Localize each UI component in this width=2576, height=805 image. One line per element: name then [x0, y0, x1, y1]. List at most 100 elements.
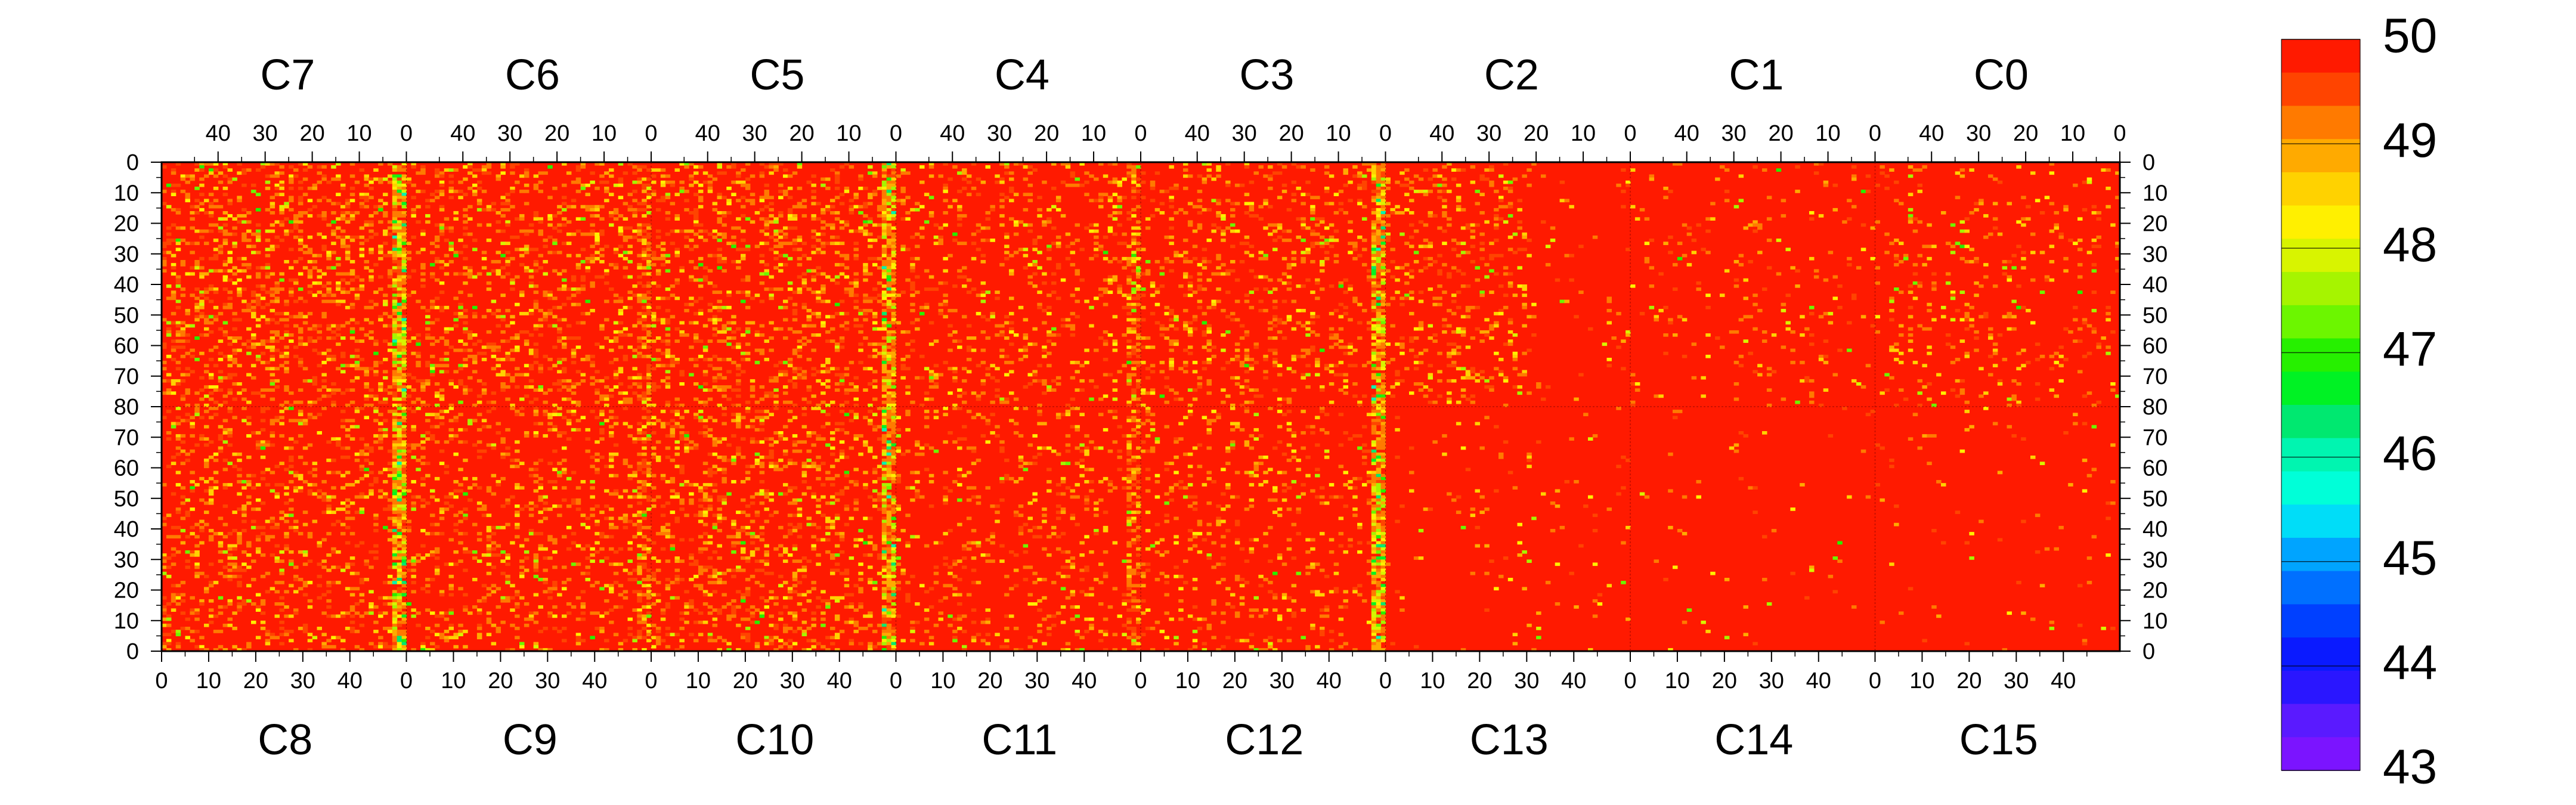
- heatmap-cell: [472, 183, 478, 187]
- heatmap-cell: [891, 330, 897, 334]
- heatmap-cell: [246, 373, 252, 377]
- heatmap-cell: [886, 199, 892, 203]
- heatmap-cell: [655, 168, 661, 172]
- heatmap-cell: [284, 299, 289, 304]
- heatmap-cell: [289, 229, 294, 233]
- heatmap-cell: [1371, 180, 1377, 184]
- heatmap-cell: [1376, 272, 1382, 276]
- heatmap-cell: [496, 260, 501, 264]
- heatmap-cell: [1112, 315, 1118, 318]
- heatmap-cell: [1329, 327, 1335, 331]
- heatmap-cell: [251, 342, 256, 346]
- heatmap-cell: [1291, 299, 1297, 304]
- heatmap-cell: [900, 168, 906, 172]
- heatmap-cell: [886, 180, 892, 184]
- heatmap-cell: [401, 321, 407, 325]
- heatmap-cell: [1413, 327, 1419, 331]
- heatmap-cell: [787, 256, 793, 261]
- heatmap-cell: [1376, 202, 1382, 206]
- heatmap-cell: [519, 330, 525, 334]
- heatmap-cell: [284, 324, 289, 328]
- heatmap-cell: [298, 312, 304, 315]
- heatmap-cell: [397, 324, 402, 328]
- heatmap-cell: [1103, 278, 1109, 282]
- heatmap-cell: [811, 312, 816, 315]
- heatmap-cell: [797, 330, 803, 334]
- heatmap-cell: [232, 217, 237, 221]
- heatmap-cell: [1131, 263, 1137, 267]
- heatmap-cell: [881, 382, 887, 386]
- heatmap-cell: [401, 236, 407, 239]
- heatmap-cell: [1075, 370, 1080, 374]
- heatmap-cell: [1277, 330, 1283, 334]
- heatmap-cell: [886, 232, 892, 236]
- heatmap-cell: [401, 327, 407, 331]
- heatmap-cell: [401, 330, 407, 334]
- heatmap-cell: [1131, 187, 1137, 190]
- heatmap-cell: [401, 367, 407, 371]
- heatmap-cell: [222, 269, 228, 273]
- heatmap-cell: [891, 333, 897, 337]
- heatmap-cell: [232, 281, 237, 285]
- heatmap-cell: [298, 364, 304, 367]
- heatmap-cell: [599, 229, 605, 233]
- heatmap-cell: [425, 315, 431, 318]
- heatmap-cell: [1159, 324, 1165, 328]
- heatmap-cell: [698, 229, 704, 233]
- heatmap-cell: [717, 193, 722, 196]
- heatmap-cell: [1136, 266, 1141, 270]
- heatmap-cell: [971, 187, 977, 190]
- heatmap-cell: [980, 299, 986, 304]
- heatmap-cell: [1376, 333, 1382, 337]
- heatmap-cell: [886, 217, 892, 221]
- heatmap-cell: [1131, 309, 1137, 312]
- heatmap-cell: [1174, 183, 1179, 187]
- heatmap-cell: [538, 266, 543, 270]
- heatmap-cell: [613, 208, 619, 212]
- heatmap-cell: [505, 223, 510, 227]
- heatmap-cell: [392, 339, 398, 343]
- heatmap-cell: [858, 177, 863, 181]
- heatmap-cell: [434, 278, 440, 282]
- heatmap-cell: [1329, 382, 1335, 386]
- heatmap-cell: [1150, 199, 1156, 203]
- heatmap-cell: [1136, 269, 1141, 273]
- heatmap-cell: [792, 318, 798, 322]
- heatmap-cell: [613, 211, 619, 215]
- heatmap-cell: [1385, 214, 1391, 218]
- heatmap-cell: [665, 382, 671, 386]
- heatmap-cell: [745, 358, 751, 361]
- heatmap-cell: [265, 239, 271, 242]
- heatmap-cell: [448, 403, 454, 407]
- heatmap-cell: [1027, 171, 1033, 175]
- heatmap-cell: [204, 394, 209, 398]
- heatmap-cell: [1380, 211, 1386, 215]
- heatmap-cell: [773, 364, 779, 367]
- heatmap-cell: [1333, 336, 1339, 340]
- heatmap-cell: [849, 281, 854, 285]
- heatmap-cell: [769, 376, 774, 380]
- heatmap-cell: [759, 253, 765, 258]
- heatmap-cell: [392, 312, 398, 315]
- heatmap-cell: [1380, 196, 1386, 200]
- heatmap-cell: [595, 275, 600, 279]
- heatmap-cell: [265, 272, 271, 276]
- heatmap-cell: [340, 336, 346, 340]
- heatmap-cell: [933, 382, 939, 386]
- heatmap-cell: [326, 354, 332, 358]
- heatmap-cell: [693, 278, 699, 282]
- heatmap-cell: [816, 266, 821, 270]
- heatmap-cell: [1094, 229, 1099, 233]
- heatmap-cell: [166, 296, 172, 301]
- heatmap-cell: [547, 296, 553, 301]
- heatmap-cell: [1432, 183, 1438, 187]
- heatmap-cell: [858, 309, 863, 312]
- heatmap-cell: [246, 327, 252, 331]
- heatmap-cell: [1183, 239, 1188, 242]
- heatmap-cell: [853, 403, 859, 407]
- heatmap-cell: [1221, 229, 1226, 233]
- heatmap-cell: [171, 171, 177, 175]
- heatmap-cell: [1192, 327, 1198, 331]
- heatmap-cell: [1027, 229, 1033, 233]
- heatmap-cell: [863, 229, 868, 233]
